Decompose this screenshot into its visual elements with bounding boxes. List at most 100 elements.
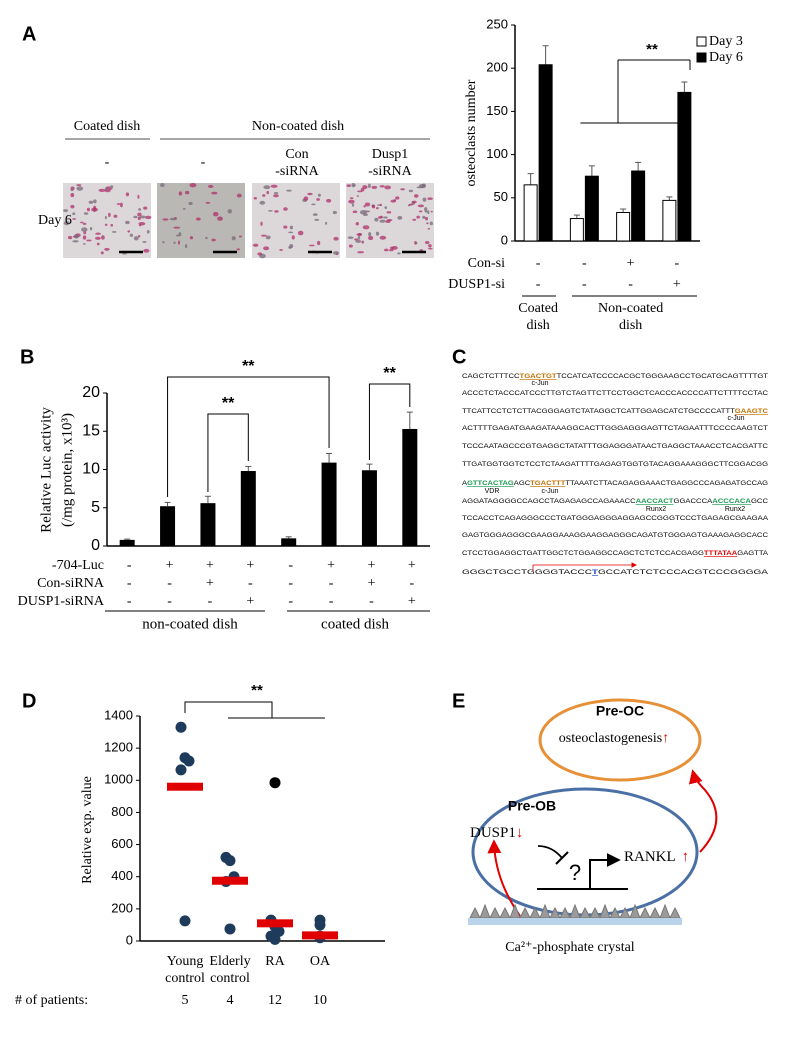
bar: [631, 170, 646, 242]
cell: [430, 210, 433, 213]
bar: [523, 184, 538, 242]
legend-label: Day 6: [709, 50, 743, 65]
sequence-segment: T: [592, 569, 598, 576]
cell: [176, 234, 180, 237]
condition-mark: +: [627, 256, 635, 271]
cell: [311, 203, 316, 206]
panel-label: D: [22, 690, 36, 712]
cell: [291, 235, 295, 240]
column-label: Dusp1: [372, 147, 409, 162]
cell: [273, 191, 279, 195]
pre-oc-label: Pre-OC: [596, 703, 644, 719]
cell: [83, 212, 89, 215]
cell: [379, 235, 387, 240]
cell: [86, 239, 92, 242]
cell: [133, 236, 139, 241]
cell: [426, 222, 429, 225]
cell: [357, 190, 363, 193]
cell: [348, 244, 353, 248]
cell: [377, 204, 382, 206]
text: osteoclastogenesis: [559, 731, 662, 746]
cell: [361, 240, 364, 244]
cell: [349, 197, 354, 200]
cell: [362, 225, 370, 230]
sequence-segment: GAAGTC: [735, 408, 768, 415]
cell: [238, 235, 242, 238]
condition-label: DUSP1-si: [448, 277, 505, 292]
cell: [356, 233, 362, 236]
y-tick-label: 5: [91, 499, 100, 516]
condition-mark: -: [288, 576, 293, 591]
cell: [354, 238, 359, 241]
cell: [211, 191, 218, 195]
cell: [357, 251, 365, 254]
point: [269, 933, 281, 945]
cell: [263, 185, 271, 190]
x-tick-label: control: [165, 971, 205, 986]
condition-mark: -: [329, 594, 334, 609]
y-axis-label: (/mg protein, x10³): [59, 413, 75, 527]
cell: [67, 236, 73, 240]
cell: [143, 248, 150, 253]
bracket: [184, 701, 273, 718]
y-tick-label: 0: [91, 537, 100, 554]
cell: [412, 218, 417, 221]
y-tick-label: 150: [486, 103, 508, 118]
patients-count: 10: [313, 993, 327, 1008]
cell: [386, 211, 392, 214]
cell: [173, 226, 181, 229]
cell: [178, 232, 182, 237]
bar: [119, 539, 135, 546]
cell: [169, 217, 177, 221]
cell: [76, 184, 82, 186]
median: [257, 919, 293, 928]
pre-oc-cell: [538, 698, 702, 782]
cell: [289, 243, 294, 248]
cell: [424, 216, 429, 221]
bar: [402, 428, 418, 546]
site-label: c-Jun: [531, 380, 548, 387]
cell: [351, 203, 355, 207]
column-header: Coated dish: [74, 119, 141, 134]
cell: [384, 248, 389, 252]
cell: [108, 212, 111, 218]
y-tick-label: 50: [494, 189, 508, 204]
sequence-line: TTGATGGTGGTCTCCTCTAAGATTTTGAGAGTGGTGTACA…: [462, 461, 768, 468]
panel-label: C: [452, 346, 466, 368]
cell: [188, 201, 193, 206]
cell: [368, 235, 374, 241]
cell: [317, 240, 321, 246]
sequence-segment: CTCCTGGAGGCTGATTGGCTCTGGAGGCCAGCTCTCTCCA…: [462, 550, 704, 557]
cell: [424, 207, 428, 212]
cell: [367, 183, 371, 189]
cell: [288, 231, 294, 234]
cell: [217, 216, 223, 221]
cell: [125, 192, 130, 197]
sequence-segment: GCCATCTCTCCCACGTCCCGGGGA: [598, 569, 769, 576]
sequence-segment: AACCACT: [636, 498, 674, 505]
cell: [91, 207, 98, 212]
cell: [143, 206, 148, 210]
cell: [104, 215, 107, 220]
y-axis-label: Relative exp. value: [80, 776, 95, 884]
cell: [307, 192, 313, 196]
y-tick-label: 0: [501, 232, 508, 247]
cell: [139, 215, 146, 219]
cell: [182, 207, 186, 210]
sequence-segment: AGGATAGGGGCCAGCCTAGAGAGCCAGAAACC: [462, 498, 636, 505]
cell: [211, 238, 216, 242]
bar: [677, 91, 692, 242]
cell: [231, 236, 236, 241]
condition-mark: -: [167, 576, 172, 591]
cell: [260, 221, 263, 226]
point: [224, 923, 236, 935]
cell: [312, 213, 318, 216]
cell: [265, 235, 271, 240]
bracket: [368, 383, 411, 460]
cell: [416, 215, 421, 219]
site-label: Runx2: [646, 506, 666, 513]
bracket: [167, 376, 330, 497]
cell: [375, 231, 380, 236]
bar: [569, 218, 584, 242]
cell: [184, 190, 190, 195]
